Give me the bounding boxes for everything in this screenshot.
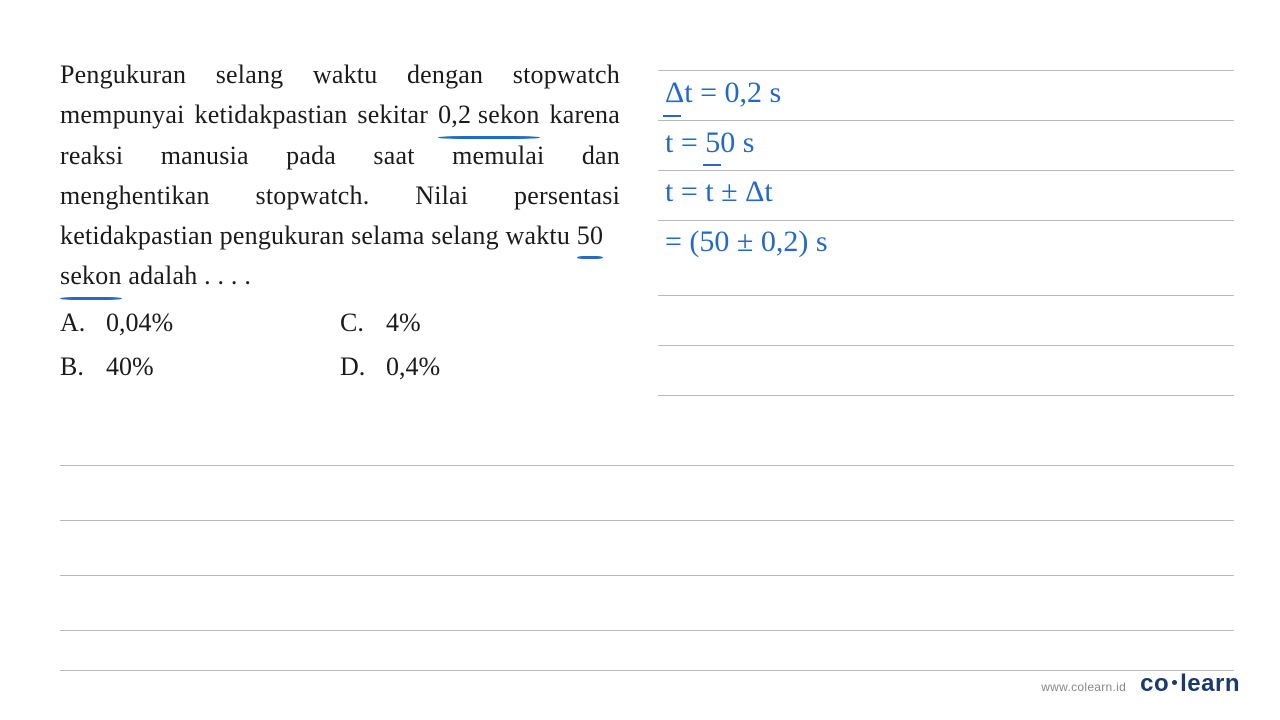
hw-row-3-left: t = — [665, 175, 705, 208]
option-a-letter: A. — [60, 303, 88, 343]
logo-dot-icon — [1172, 680, 1177, 685]
handwritten-work: Δt = 0,2 s t = 50 s t = t ± Δt = (50 ± 0… — [665, 68, 828, 266]
page-root: Pengukuran selang waktu dengan stopwatch… — [0, 0, 1280, 720]
footer-url: www.colearn.id — [1041, 680, 1126, 694]
ruled-line — [60, 520, 1234, 521]
footer: www.colearn.id colearn — [1041, 670, 1240, 698]
option-d-value: 0,4% — [386, 347, 440, 387]
option-c-letter: C. — [340, 303, 368, 343]
option-c: C. 4% — [340, 303, 620, 343]
hw-row-2: t = 50 s — [665, 118, 828, 168]
option-d: D. 0,4% — [340, 347, 620, 387]
logo-right: learn — [1180, 670, 1240, 697]
ruled-line — [658, 395, 1234, 396]
hw-row-4: = (50 ± 0,2) s — [665, 217, 828, 267]
question-text: Pengukuran selang waktu dengan stopwatch… — [60, 55, 620, 297]
hw-row-2-right: = 50 s — [673, 126, 754, 159]
option-b-value: 40% — [106, 347, 154, 387]
underline-50: 50 — [577, 216, 603, 256]
hw-t-bar-1: t — [665, 118, 673, 168]
question-part-3b: adalah . . . . — [122, 261, 251, 290]
footer-logo: colearn — [1140, 670, 1240, 698]
logo-left: co — [1140, 670, 1169, 697]
option-d-letter: D. — [340, 347, 368, 387]
option-c-value: 4% — [386, 303, 421, 343]
underline-0-2-sekon: 0,2 sekon — [438, 95, 539, 135]
hw-row-3-right: ± Δt — [714, 175, 773, 208]
ruled-line — [658, 295, 1234, 296]
option-b: B. 40% — [60, 347, 340, 387]
option-b-letter: B. — [60, 347, 88, 387]
underline-sekon: sekon — [60, 256, 122, 296]
ruled-line — [658, 345, 1234, 346]
hw-row-3: t = t ± Δt — [665, 167, 828, 217]
question-block: Pengukuran selang waktu dengan stopwatch… — [60, 55, 620, 387]
option-a: A. 0,04% — [60, 303, 340, 343]
ruled-line — [60, 630, 1234, 631]
hw-t-bar-2: t — [705, 167, 713, 217]
answer-options: A. 0,04% C. 4% B. 40% D. 0,4% — [60, 303, 620, 388]
option-a-value: 0,04% — [106, 303, 173, 343]
ruled-line — [60, 465, 1234, 466]
hw-row-1: Δt = 0,2 s — [665, 68, 828, 118]
ruled-line — [60, 575, 1234, 576]
